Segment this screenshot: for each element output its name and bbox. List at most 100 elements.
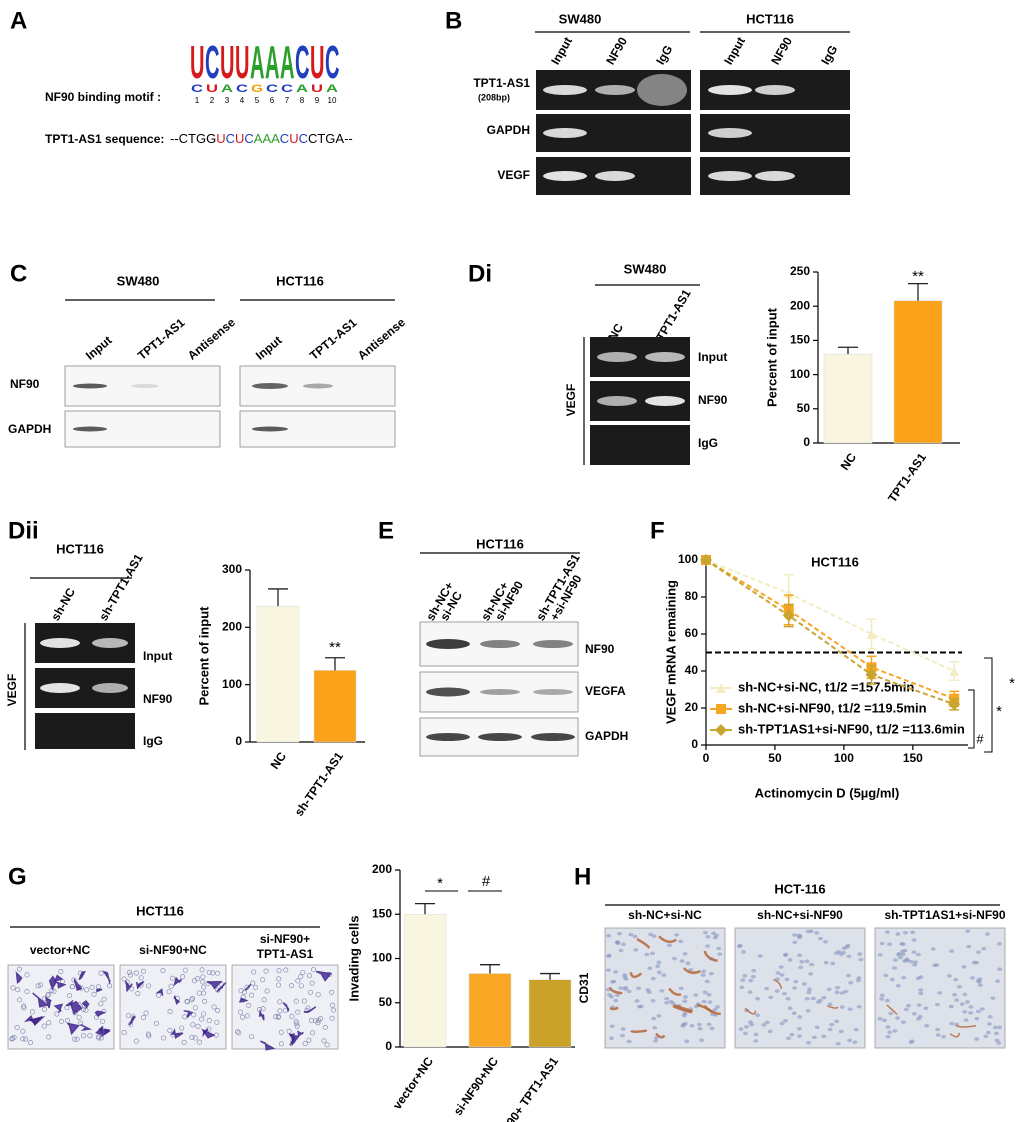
pore [261,997,267,1003]
cd31-stain [949,1032,961,1038]
x-tick-label: si-NF90+NC [451,1054,501,1118]
pore [146,983,152,989]
gel-band [92,683,128,693]
nucleus [903,1007,909,1012]
nucleus [614,993,620,998]
cell [238,997,249,1003]
gel-band [597,352,637,362]
motif-position: 7 [285,96,290,105]
nucleus [680,1022,686,1027]
panel-label: E [378,517,394,544]
nucleus [892,966,898,970]
pore [160,968,166,974]
pore [76,1014,82,1020]
nucleus [823,939,829,944]
nucleus [736,944,742,949]
nucleus [705,944,711,948]
nucleus [650,998,656,1003]
nucleus [971,960,977,965]
panel-label: C [10,260,27,287]
motif-position: 6 [270,96,275,105]
gel-band [73,383,107,389]
lane-label: Input [548,35,575,67]
pore [278,1029,284,1035]
nucleus [918,991,924,996]
cd31-stain [682,967,702,975]
significance: # [482,873,491,890]
nucleus [990,996,996,1000]
pore [27,1040,33,1046]
cell [32,992,49,1008]
legend-marker [716,704,726,714]
cell [202,1028,209,1038]
pore [195,1023,201,1029]
motif-letter: C [295,36,310,88]
significance: * [996,703,1002,720]
nucleus [839,1005,845,1009]
pore [42,1006,48,1012]
pore [17,997,23,1003]
nucleus [613,970,619,974]
nucleus [898,955,904,960]
nucleus [846,973,852,978]
nucleus [779,973,785,977]
cell [95,1025,104,1035]
gel-band [480,689,520,695]
gel-band [597,396,637,406]
y-tick-label: 60 [685,626,699,640]
nucleus [702,930,708,935]
pore [20,1036,26,1042]
nucleus [985,932,991,936]
pore [201,990,207,996]
y-axis-label: VEGF mRNA remaining [663,580,678,724]
nucleus [877,952,883,957]
nucleus [895,932,901,936]
pore [206,969,212,975]
pore [260,1006,266,1012]
nucleus [881,1018,887,1023]
significance: # [976,731,984,746]
pore [166,989,172,995]
x-tick-label: 0 [703,751,710,765]
pore [301,998,307,1004]
pore [309,980,315,986]
cell [78,970,86,981]
nucleus [688,967,694,972]
gel-band [533,689,573,695]
nucleus [671,956,677,961]
pore [201,1011,207,1017]
error-bar [415,902,435,915]
nucleus [798,965,804,970]
nucleus [887,1030,893,1035]
pore [101,996,107,1002]
cd31-stain [668,987,682,997]
nucleus [782,1018,788,1023]
nucleus [712,1008,718,1012]
gel-band [303,383,333,389]
gel-band [595,85,635,95]
nucleus [755,1013,761,1018]
panel-label: Dii [8,517,39,544]
y-tick-label: 80 [685,589,699,603]
pore [67,993,73,999]
pore [45,992,51,998]
cd31-stain [636,938,651,949]
nucleus [987,1014,993,1019]
nucleus [702,990,708,995]
pore [153,1020,159,1026]
motif-position: 10 [328,96,337,105]
nucleus [620,1027,626,1031]
nucleus [935,1027,941,1032]
nucleus [605,968,611,972]
bar [823,353,873,444]
nucleus [815,1000,821,1004]
nucleus [892,958,898,962]
nucleus [781,991,787,996]
y-tick-label: 200 [372,862,392,876]
nucleus [858,957,864,962]
nucleus [747,990,753,994]
sequence: --CTGGUCUCAAACUCCTGA-- [170,131,353,146]
nucleus [706,992,712,997]
gel-band [478,733,522,741]
y-tick-label: 100 [222,677,242,691]
